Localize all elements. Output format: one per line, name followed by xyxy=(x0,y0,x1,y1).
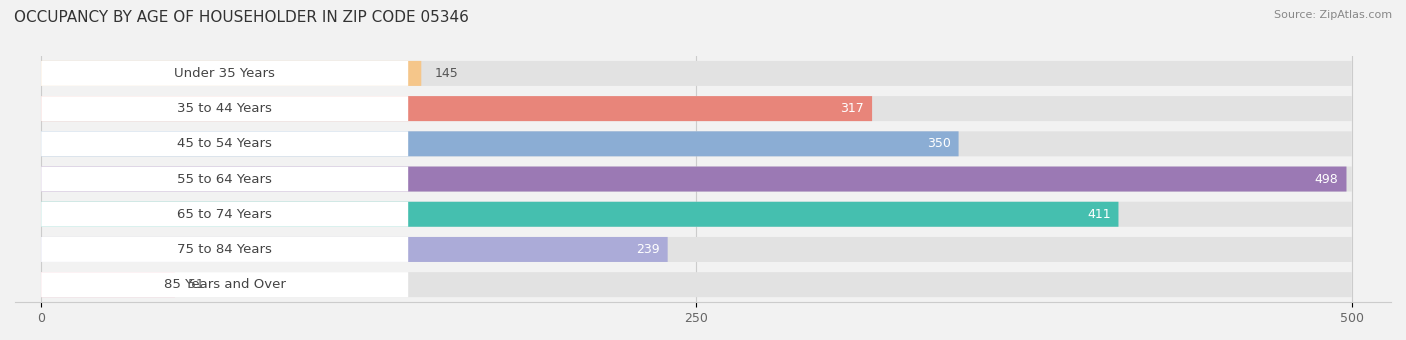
Text: 498: 498 xyxy=(1315,172,1339,186)
FancyBboxPatch shape xyxy=(41,202,1351,227)
FancyBboxPatch shape xyxy=(41,272,408,297)
FancyBboxPatch shape xyxy=(41,237,1351,262)
FancyBboxPatch shape xyxy=(41,96,1351,121)
FancyBboxPatch shape xyxy=(41,96,872,121)
FancyBboxPatch shape xyxy=(41,237,408,262)
FancyBboxPatch shape xyxy=(41,131,1351,156)
Text: 350: 350 xyxy=(927,137,950,150)
Text: 45 to 54 Years: 45 to 54 Years xyxy=(177,137,273,150)
FancyBboxPatch shape xyxy=(41,237,668,262)
Text: 35 to 44 Years: 35 to 44 Years xyxy=(177,102,273,115)
FancyBboxPatch shape xyxy=(41,167,1347,191)
FancyBboxPatch shape xyxy=(41,61,422,86)
Text: Under 35 Years: Under 35 Years xyxy=(174,67,276,80)
FancyBboxPatch shape xyxy=(41,202,1118,227)
FancyBboxPatch shape xyxy=(41,61,1351,86)
Text: 411: 411 xyxy=(1087,208,1111,221)
Text: Source: ZipAtlas.com: Source: ZipAtlas.com xyxy=(1274,10,1392,20)
FancyBboxPatch shape xyxy=(41,96,408,121)
Text: 239: 239 xyxy=(636,243,659,256)
Text: 85 Years and Over: 85 Years and Over xyxy=(163,278,285,291)
Text: 317: 317 xyxy=(841,102,865,115)
Text: 145: 145 xyxy=(434,67,458,80)
FancyBboxPatch shape xyxy=(41,61,408,86)
FancyBboxPatch shape xyxy=(41,202,408,227)
FancyBboxPatch shape xyxy=(41,131,959,156)
FancyBboxPatch shape xyxy=(41,272,174,297)
FancyBboxPatch shape xyxy=(41,167,408,191)
Text: 55 to 64 Years: 55 to 64 Years xyxy=(177,172,273,186)
Text: 51: 51 xyxy=(188,278,204,291)
Text: 75 to 84 Years: 75 to 84 Years xyxy=(177,243,273,256)
FancyBboxPatch shape xyxy=(41,167,1351,191)
Text: 65 to 74 Years: 65 to 74 Years xyxy=(177,208,273,221)
FancyBboxPatch shape xyxy=(41,131,408,156)
FancyBboxPatch shape xyxy=(41,272,1351,297)
Text: OCCUPANCY BY AGE OF HOUSEHOLDER IN ZIP CODE 05346: OCCUPANCY BY AGE OF HOUSEHOLDER IN ZIP C… xyxy=(14,10,470,25)
